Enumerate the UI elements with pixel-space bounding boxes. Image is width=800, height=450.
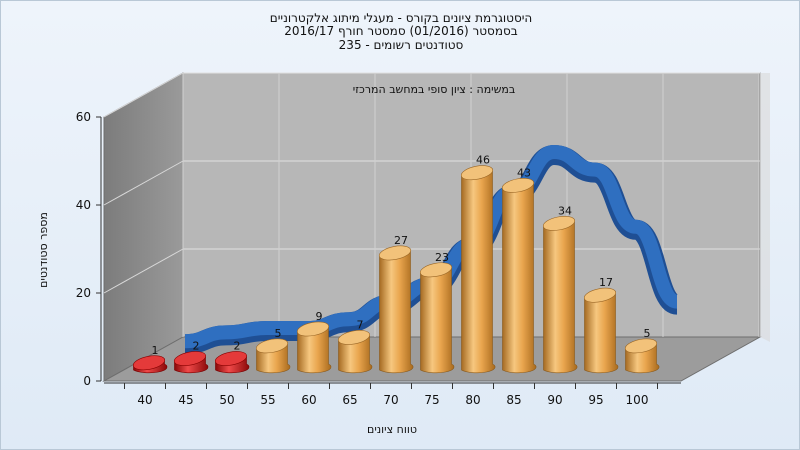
- x-tick-label: 80: [465, 393, 480, 407]
- bar: 27: [378, 234, 414, 374]
- bar: 46: [460, 154, 496, 374]
- y-tick-label: 40: [76, 198, 91, 212]
- bar-top: [132, 355, 166, 371]
- bar-value-label: 7: [357, 318, 364, 331]
- x-tick-label: 95: [588, 393, 603, 407]
- bar-value-label: 9: [316, 310, 323, 323]
- bar: 5: [255, 327, 291, 374]
- bar-body: [543, 220, 578, 374]
- bar: 17: [583, 276, 619, 374]
- x-tick-label: 55: [260, 393, 275, 407]
- bar-top: [501, 177, 535, 193]
- y-tick-label: 20: [76, 286, 91, 300]
- bar-value-label: 17: [599, 276, 613, 289]
- bar-value-label: 1: [152, 344, 159, 357]
- y-axis: 0 20 40 60: [76, 110, 102, 388]
- y-tick-label: 60: [76, 110, 91, 124]
- chart-subtitle: במשימה : ציון סופי במחשב המרכזי: [353, 83, 516, 96]
- bar: 9: [296, 310, 332, 374]
- bar-body: [297, 325, 332, 374]
- bar-value-label: 46: [476, 154, 490, 167]
- left-wall: [103, 72, 184, 382]
- bar: 2: [214, 340, 250, 374]
- bar-value-label: 5: [275, 327, 282, 340]
- x-tick-label: 70: [383, 393, 398, 407]
- chart-title-line-3: סטודנטים רשומים - 235: [338, 38, 464, 52]
- right-edge: [760, 73, 770, 342]
- y-axis-title: מספר סטודנטים: [37, 212, 50, 288]
- bar-top: [419, 262, 453, 278]
- bar: 23: [419, 251, 455, 374]
- bar-top: [296, 321, 330, 337]
- bar: 43: [501, 166, 537, 374]
- x-tick-label: 50: [219, 393, 234, 407]
- bar: 7: [337, 318, 373, 374]
- bars: 1 2 2 5 9 7 27 23 46 43 34 17 5: [132, 154, 660, 374]
- bar-value-label: 43: [517, 166, 531, 179]
- bar: 2: [173, 340, 209, 374]
- gridline: [103, 72, 184, 118]
- x-tick-label: 65: [342, 393, 357, 407]
- x-tick-label: 90: [547, 393, 562, 407]
- bar-top: [214, 351, 248, 366]
- chart-title-line-1: היסטוגרמת ציונים בקורס - מעגלי מיתוג אלק…: [269, 11, 533, 25]
- bar-value-label: 23: [435, 251, 449, 264]
- bar-body: [420, 266, 455, 374]
- x-tick-label: 60: [301, 393, 316, 407]
- bar-body: [584, 291, 619, 374]
- bar-top: [337, 330, 371, 345]
- bar-body: [379, 249, 414, 374]
- bar-top: [378, 245, 412, 261]
- bar-value-label: 34: [558, 204, 572, 217]
- bar-top: [460, 165, 494, 181]
- bar: 1: [132, 344, 168, 374]
- bar-top: [583, 287, 617, 303]
- x-tick-label: 40: [137, 393, 152, 407]
- x-axis: 40 45 50 55 60 65 70 75 80 85 90 95 100: [104, 382, 681, 407]
- bar-top: [542, 216, 576, 231]
- x-tick-label: 100: [626, 393, 649, 407]
- bar-top: [173, 351, 207, 366]
- x-tick-label: 75: [424, 393, 439, 407]
- x-axis-title: טווח ציונים: [367, 423, 417, 436]
- x-tick-label: 45: [178, 393, 193, 407]
- bar-top: [255, 338, 289, 354]
- y-tick-label: 0: [83, 374, 91, 388]
- bar-value-label: 27: [394, 234, 408, 247]
- chart-title-line-2: בסמסטר (01/2016) סמסטר חורף 2016/17: [284, 24, 518, 38]
- bar-value-label: 2: [234, 340, 241, 353]
- x-tick-label: 85: [506, 393, 521, 407]
- bar-body: [461, 169, 496, 374]
- bar: 34: [542, 204, 578, 374]
- bar-top: [624, 338, 658, 354]
- bar-body: [502, 182, 537, 374]
- bar-value-label: 5: [644, 327, 651, 340]
- bar: 5: [624, 327, 660, 374]
- gridline: [103, 248, 184, 294]
- gridline: [103, 160, 184, 206]
- bar-value-label: 2: [193, 340, 200, 353]
